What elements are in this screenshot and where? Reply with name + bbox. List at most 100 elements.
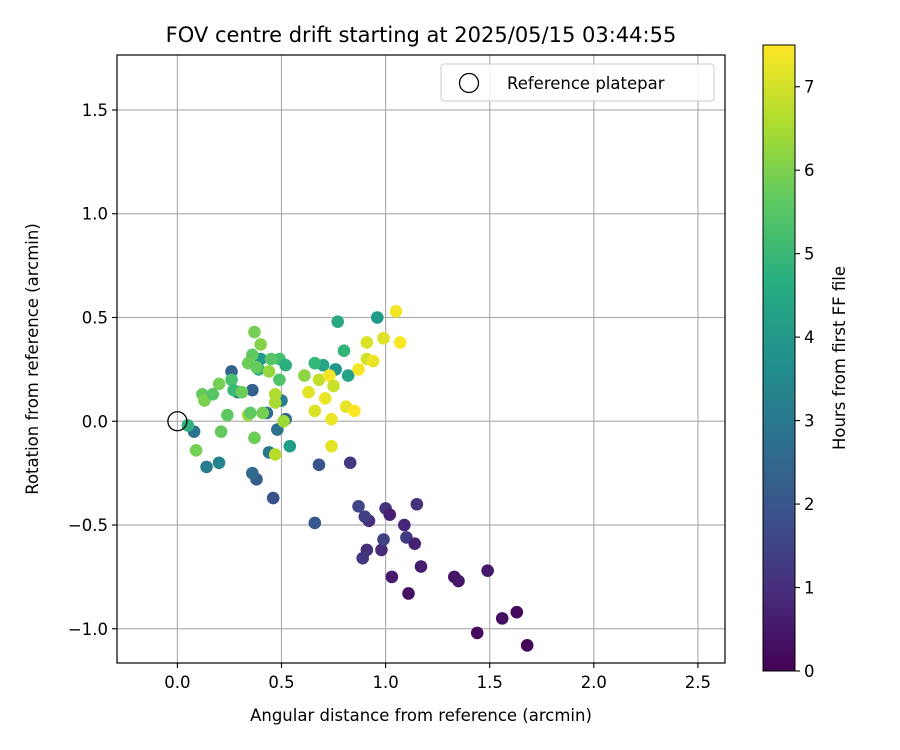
scatter-point bbox=[250, 361, 263, 374]
scatter-point bbox=[356, 551, 369, 565]
y-tick-label: 0.0 bbox=[82, 412, 108, 431]
scatter-point bbox=[414, 560, 428, 573]
chart-title: FOV centre drift starting at 2025/05/15 … bbox=[166, 23, 677, 47]
scatter-point bbox=[308, 356, 322, 370]
legend-box bbox=[440, 63, 715, 102]
x-tick-label: 2.5 bbox=[685, 673, 711, 692]
scatter-point bbox=[343, 456, 357, 470]
scatter-point bbox=[264, 352, 278, 366]
scatter-point bbox=[495, 612, 509, 625]
scatter-point bbox=[246, 383, 259, 397]
scatter-point bbox=[212, 377, 226, 391]
y-tick-label: 1.5 bbox=[82, 101, 108, 120]
y-tick-label: 0.5 bbox=[82, 308, 108, 327]
colorbar-tick-label: 2 bbox=[804, 495, 815, 514]
scatter-point bbox=[268, 448, 282, 461]
scatter-point bbox=[318, 392, 332, 405]
legend: Reference platepar bbox=[440, 63, 715, 102]
scatter-point bbox=[277, 414, 290, 428]
scatter-point bbox=[410, 497, 424, 511]
colorbar bbox=[762, 44, 796, 672]
legend-marker-open-circle bbox=[458, 72, 480, 94]
scatter-point bbox=[510, 605, 524, 619]
scatter-point bbox=[331, 315, 345, 328]
scatter-point bbox=[189, 444, 203, 457]
scatter-point bbox=[323, 369, 336, 382]
scatter-point bbox=[256, 406, 270, 420]
scatter-point bbox=[266, 491, 280, 505]
scatter-point bbox=[325, 412, 338, 426]
scatter-point bbox=[212, 456, 226, 470]
scatter-point bbox=[393, 336, 407, 349]
x-tick-label: 2.0 bbox=[581, 673, 607, 692]
y-axis-label: Rotation from reference (arcmin) bbox=[23, 223, 42, 495]
scatter-point bbox=[383, 508, 397, 521]
x-tick-label: 0.5 bbox=[268, 673, 294, 692]
scatter-point bbox=[302, 385, 315, 399]
scatter-point bbox=[254, 338, 267, 351]
scatter-point bbox=[248, 431, 261, 445]
scatter-point bbox=[398, 518, 411, 532]
scatter-point bbox=[268, 387, 282, 401]
scatter-point bbox=[312, 458, 326, 472]
scatter-point bbox=[377, 331, 390, 345]
scatter-point bbox=[200, 460, 213, 474]
scatter-point bbox=[358, 510, 372, 524]
scatter-point bbox=[389, 304, 403, 318]
scatter-point bbox=[352, 500, 365, 513]
scatter-point bbox=[225, 373, 238, 387]
data-points bbox=[181, 304, 534, 652]
scatter-point bbox=[262, 365, 276, 378]
scatter-point bbox=[375, 543, 388, 557]
scatter-point bbox=[377, 533, 390, 546]
scatter-point bbox=[408, 537, 422, 550]
scatter-point bbox=[366, 354, 380, 368]
colorbar-tick-label: 3 bbox=[804, 412, 815, 431]
scatter-point bbox=[385, 570, 399, 584]
scatter-point bbox=[298, 369, 311, 382]
scatter-point bbox=[360, 336, 374, 349]
colorbar-tick-label: 4 bbox=[804, 328, 815, 347]
scatter-point bbox=[214, 425, 228, 438]
plot-frame bbox=[116, 54, 726, 664]
scatter-point bbox=[308, 404, 322, 418]
scatter-point bbox=[520, 639, 534, 652]
x-axis-ticks: 0.0 0.5 1.0 1.5 2.0 2.5 bbox=[164, 663, 711, 692]
colorbar-tick-label: 0 bbox=[804, 662, 815, 681]
colorbar-tick-label: 6 bbox=[804, 161, 815, 180]
x-axis-label: Angular distance from reference (arcmin) bbox=[250, 706, 592, 725]
colorbar-label: Hours from first FF file bbox=[830, 266, 849, 450]
scatter-point bbox=[279, 358, 292, 372]
scatter-point bbox=[370, 311, 384, 324]
scatter-point bbox=[235, 385, 249, 399]
scatter-point bbox=[327, 379, 340, 393]
scatter-point bbox=[283, 439, 297, 453]
scatter-point bbox=[312, 373, 326, 387]
scatter-point bbox=[352, 363, 365, 376]
y-tick-label: −1.0 bbox=[68, 620, 108, 639]
scatter-point bbox=[243, 406, 257, 420]
colorbar-tick-label: 7 bbox=[804, 78, 815, 97]
scatter-point bbox=[246, 466, 259, 480]
x-tick-label: 1.0 bbox=[372, 673, 398, 692]
scatter-point bbox=[308, 516, 322, 530]
scatter-point bbox=[470, 626, 484, 640]
colorbar-ticks: 0 1 2 3 4 5 6 7 bbox=[795, 78, 815, 681]
x-tick-label: 0.0 bbox=[164, 673, 190, 692]
scatter-point bbox=[325, 439, 338, 453]
y-tick-label: 1.0 bbox=[82, 205, 108, 224]
colorbar-tick-label: 5 bbox=[804, 245, 815, 264]
scatter-point bbox=[348, 404, 361, 418]
scatter-point bbox=[452, 574, 465, 588]
scatter-point bbox=[402, 587, 415, 600]
scatter-point bbox=[181, 419, 195, 432]
grid-lines bbox=[117, 55, 725, 663]
colorbar-tick-label: 1 bbox=[804, 579, 815, 598]
legend-label: Reference platepar bbox=[507, 74, 665, 93]
scatter-point bbox=[341, 369, 355, 382]
y-tick-label: −0.5 bbox=[68, 516, 108, 535]
scatter-point bbox=[248, 325, 261, 339]
y-axis-ticks: 1.5 1.0 0.5 0.0 −0.5 −1.0 bbox=[68, 101, 117, 639]
reference-platepar-marker bbox=[167, 411, 188, 432]
